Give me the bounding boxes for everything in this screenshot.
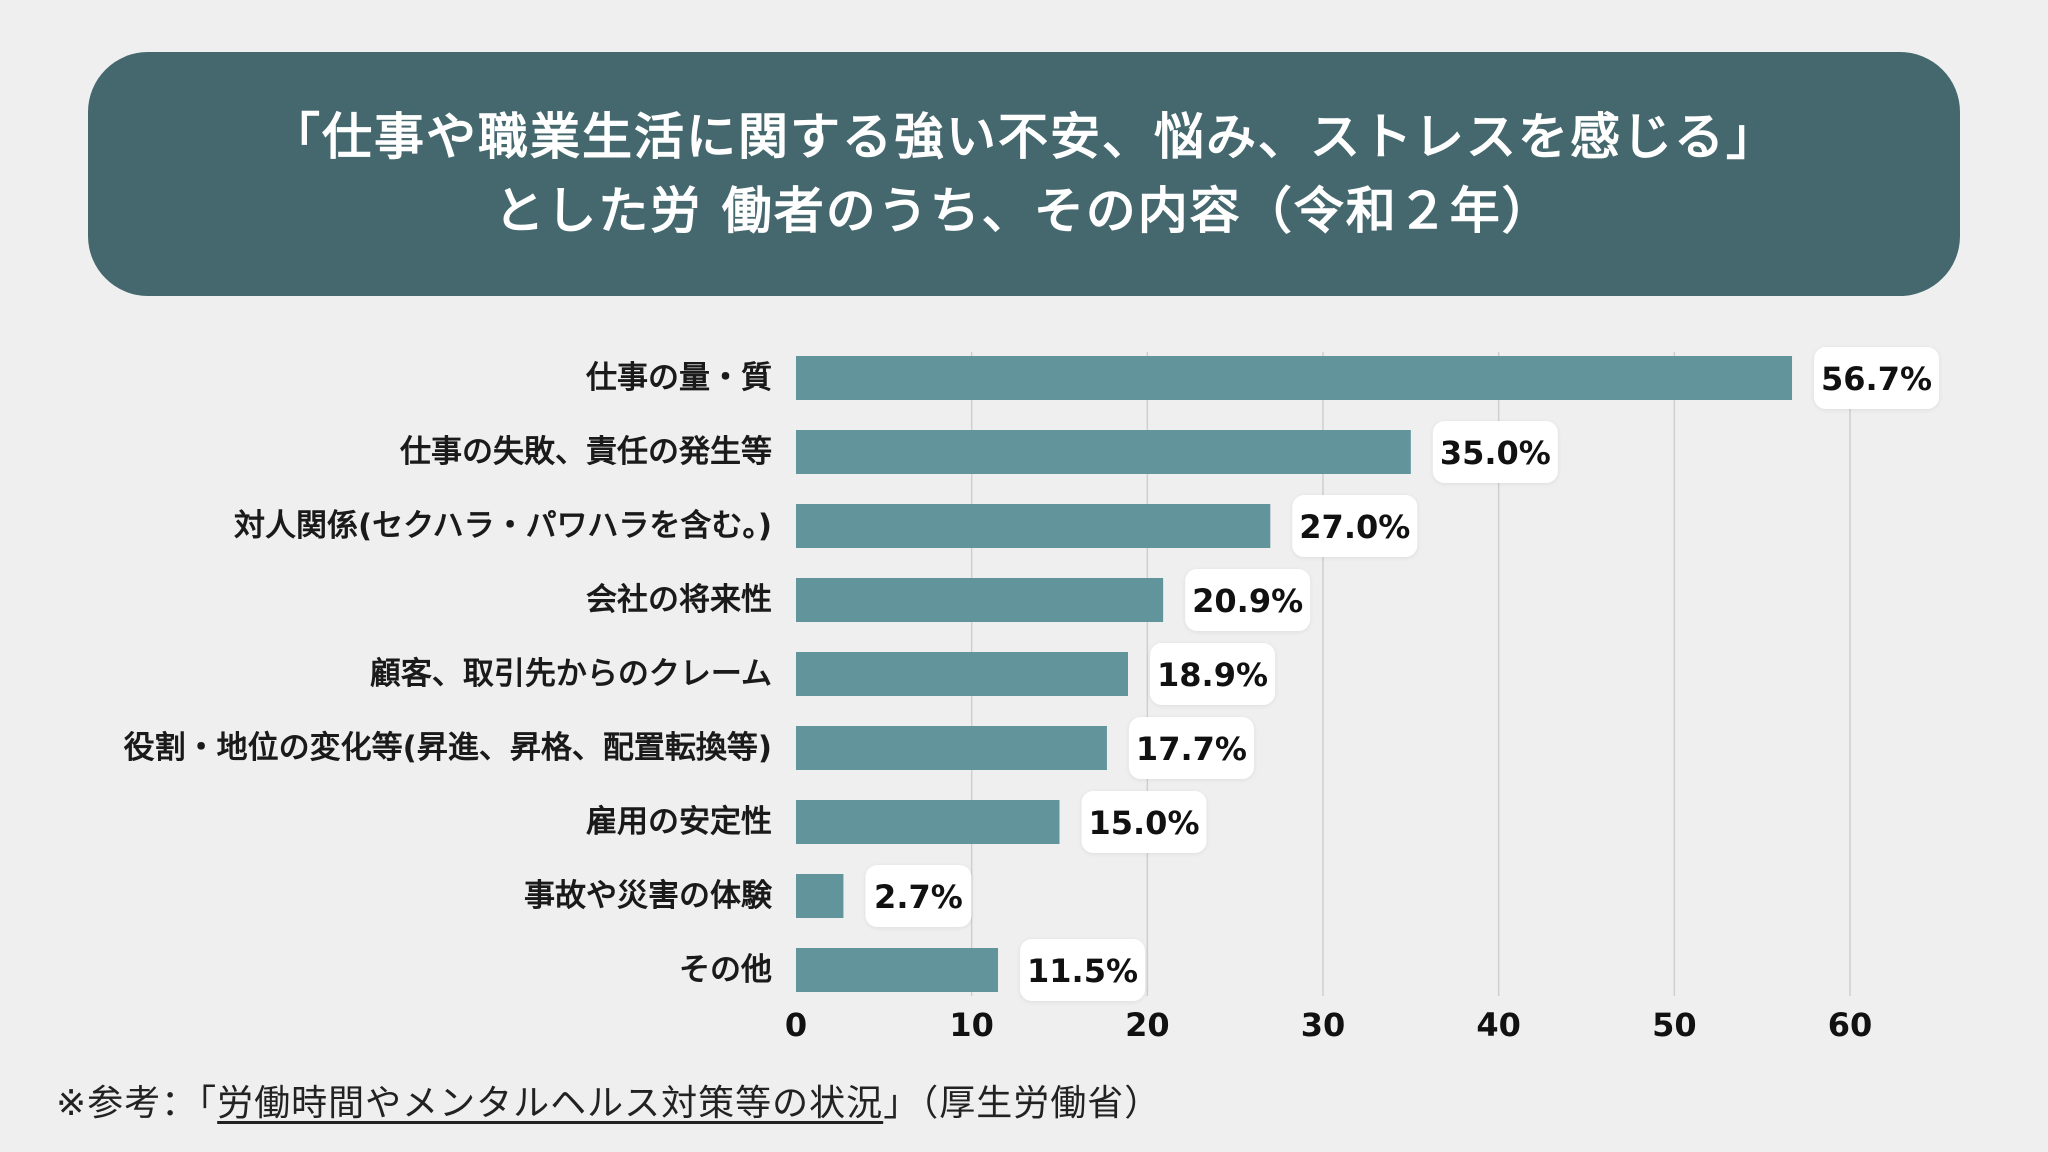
category-label: 仕事の失敗、責任の発生等 [400, 434, 772, 470]
bars [796, 356, 1793, 992]
value-label-box [1020, 939, 1146, 1001]
value-label: 35.0% [1432, 421, 1558, 483]
value-label-box [1081, 791, 1207, 853]
value-label-box [1432, 421, 1558, 483]
value-label-text: 15.0% [1088, 804, 1199, 842]
footnote-prefix: ※参考：「 [56, 1083, 218, 1124]
value-label-text: 56.7% [1821, 360, 1932, 398]
bar [796, 356, 1793, 400]
value-label-box [1185, 569, 1311, 631]
x-tick-label: 40 [1476, 1006, 1521, 1044]
value-label-box [1150, 643, 1276, 705]
bar [796, 800, 1060, 844]
value-label: 27.0% [1292, 495, 1418, 557]
footnote-suffix: 」（厚生労働省） [883, 1083, 1162, 1124]
chart-title-line-2: とした労 働者のうち、その内容（令和２年） [494, 182, 1554, 240]
value-label: 18.9% [1150, 643, 1276, 705]
category-label: 対人関係(セクハラ・パワハラを含む。) [234, 508, 772, 544]
value-label: 11.5% [1020, 939, 1146, 1001]
x-tick-label: 30 [1301, 1006, 1346, 1044]
category-label: 事故や災害の体験 [524, 878, 773, 914]
category-label: 雇用の安定性 [586, 804, 772, 840]
bar [796, 874, 844, 918]
category-label: 仕事の量・質 [586, 360, 772, 396]
value-label-text: 11.5% [1027, 952, 1138, 990]
value-label-box [1814, 347, 1940, 409]
category-label: その他 [679, 952, 772, 988]
x-tick-label: 20 [1125, 1006, 1170, 1044]
value-label-box [1128, 717, 1254, 779]
x-tick-label: 60 [1828, 1006, 1873, 1044]
bar [796, 430, 1411, 474]
value-label-box [1292, 495, 1418, 557]
category-label: 顧客、取引先からのクレーム [370, 656, 772, 692]
value-label-text: 2.7% [874, 878, 963, 916]
x-tick-label: 50 [1652, 1006, 1697, 1044]
value-label: 56.7% [1814, 347, 1940, 409]
value-label: 17.7% [1128, 717, 1254, 779]
value-label: 2.7% [865, 865, 972, 927]
bar [796, 726, 1107, 770]
value-label-text: 35.0% [1440, 434, 1551, 472]
x-tick-label: 10 [949, 1006, 994, 1044]
source-link[interactable]: 労働時間やメンタルヘルス対策等の状況 [217, 1083, 884, 1124]
value-label-text: 20.9% [1192, 582, 1303, 620]
gridlines [970, 352, 1851, 996]
title-banner: 「仕事や職業生活に関する強い不安、悩み、ストレスを感じる」 とした労 働者のうち… [88, 52, 1960, 296]
value-label-box [865, 865, 972, 927]
bar [796, 652, 1129, 696]
value-label-text: 27.0% [1299, 508, 1410, 546]
bar [796, 578, 1164, 622]
value-label-text: 18.9% [1157, 656, 1268, 694]
category-label: 会社の将来性 [586, 582, 772, 618]
value-label: 15.0% [1081, 791, 1207, 853]
value-label: 20.9% [1185, 569, 1311, 631]
x-tick-label: 0 [785, 1006, 807, 1044]
chart-title-line-1: 「仕事や職業生活に関する強い不安、悩み、ストレスを感じる」 [270, 108, 1778, 166]
bar [796, 504, 1271, 548]
x-axis-ticks: 0 10 20 30 40 50 60 [785, 1006, 1872, 1044]
value-label-text: 17.7% [1136, 730, 1247, 768]
bar [796, 948, 999, 992]
value-labels: 56.7% 35.0% 27.0% 20.9% 18.9% 17.7% 15.0% 2.7% 1… [865, 347, 1940, 1001]
category-label: 役割・地位の変化等(昇進、昇格、配置転換等) [124, 730, 772, 766]
source-footnote: ※参考：「労働時間やメンタルヘルス対策等の状況」（厚生労働省） [56, 1074, 1161, 1130]
